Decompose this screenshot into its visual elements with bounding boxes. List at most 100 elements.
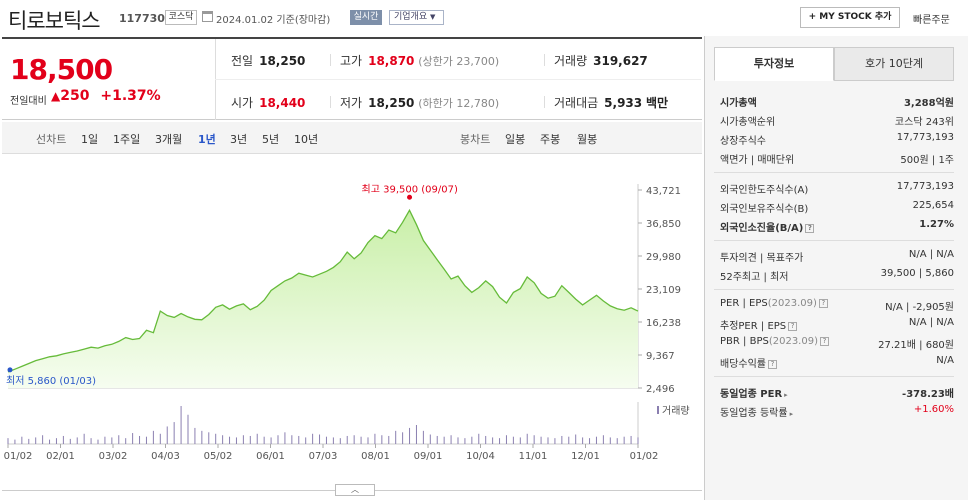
add-mystock-button[interactable]: + MY STOCK 추가 [800, 7, 900, 28]
trade-value: 거래대금 5,933 백만 [554, 96, 669, 110]
x-tick-label: 02/01 [46, 451, 75, 462]
help-icon[interactable]: ? [805, 223, 815, 233]
sector-change-row: 동일업종 등락률 ▸ +1.60% [720, 404, 954, 419]
y-tick-label: 9,367 [646, 351, 675, 362]
divider [714, 240, 954, 241]
foreign-limit-row: 외국인한도주식수(A) 17,773,193 [720, 181, 954, 196]
divider [544, 54, 545, 66]
stock-header: 티로보틱스 117730 코스닥 2024.01.02 기준(장마감) 실시간 … [0, 0, 968, 34]
price-area [8, 210, 638, 388]
day-low: 저가 18,250 (하한가 12,780) [340, 96, 500, 110]
high-label: 최고 39,500 (09/07) [362, 183, 458, 195]
date-text: 2024.01.02 기준(장마감) [216, 15, 331, 26]
low-marker [7, 367, 13, 373]
x-tick-label: 01/02 [630, 451, 659, 462]
help-icon[interactable]: ? [768, 359, 777, 369]
tab-invest-info[interactable]: 투자정보 [714, 47, 834, 81]
realtime-button[interactable]: 실시간 [350, 10, 382, 25]
period-3y[interactable]: 3년 [230, 133, 248, 146]
help-icon[interactable]: ? [818, 298, 828, 308]
period-1d[interactable]: 1일 [81, 133, 99, 146]
change-value: ▲250 +1.37% [51, 88, 161, 104]
info-tabs: 투자정보 호가 10단계 [714, 47, 954, 83]
up-triangle-icon: ▲ [51, 89, 61, 103]
period-10y[interactable]: 10년 [294, 133, 319, 146]
pbr-row: PBR | BPS(2023.09)? 27.21배 | 680원 [720, 336, 954, 351]
per-row: PER | EPS(2023.09)? N/A | -2,905원 [720, 298, 954, 313]
tab-orderbook-10[interactable]: 호가 10단계 [834, 47, 954, 81]
invest-info-table: 시가총액 3,288억원 시가총액순위 코스닥 243위 상장주식수 17,773,1… [714, 91, 954, 420]
y-tick-label: 29,980 [646, 252, 681, 263]
sector-per-row: 동일업종 PER ▸ -378.23배 [720, 389, 954, 400]
help-icon[interactable]: ? [788, 321, 798, 331]
opinion-row: 투자의견 | 목표주가 N/A | N/A [720, 249, 954, 264]
change-amount: 250 [60, 88, 90, 104]
help-icon[interactable]: ? [819, 336, 829, 346]
dividend-row: 배당수익률? N/A [720, 355, 954, 370]
candle-weekly[interactable]: 주봉 [540, 133, 561, 146]
day-high: 고가 18,870 (상한가 23,700) [340, 54, 500, 68]
stock-name: 티로보틱스 [8, 9, 101, 33]
y-tick-label: 16,238 [646, 318, 681, 329]
y-tick-label: 2,496 [646, 384, 675, 395]
change-label: 전일대비 [10, 96, 47, 107]
x-tick-label: 09/01 [414, 451, 443, 462]
y-tick-label: 43,721 [646, 186, 681, 197]
line-chart-label: 선차트 [36, 133, 67, 146]
divider [215, 79, 701, 80]
divider [714, 376, 954, 377]
current-price: 18,500 [10, 53, 113, 86]
chevron-up-icon: ︿ [351, 485, 359, 494]
period-3m[interactable]: 3개월 [155, 133, 183, 146]
est-per-row: 추정PER | EPS? N/A | N/A [720, 317, 954, 332]
candle-chart-label: 봉차트 [460, 133, 491, 146]
x-tick-label: 10/04 [466, 451, 495, 462]
company-info-label: 기업개요 [394, 12, 428, 22]
divider [714, 289, 954, 290]
x-tick-label: 04/03 [151, 451, 180, 462]
quote-summary: 18,500 전일대비 ▲250 +1.37% 전일 18,250 고가 18,87… [2, 37, 702, 120]
invest-info-panel: 투자정보 호가 10단계 시가총액 3,288억원 시가총액순위 코스닥 243위 … [704, 36, 968, 500]
week52-row: 52주최고 | 최저 39,500 | 5,860 [720, 268, 954, 283]
x-tick-label: 06/01 [256, 451, 285, 462]
quick-order-link[interactable]: 빠른주문 [913, 15, 950, 26]
divider [330, 96, 331, 108]
x-tick-label: 05/02 [204, 451, 233, 462]
stock-code: 117730 [119, 12, 165, 25]
x-tick-label: 03/02 [99, 451, 128, 462]
divider [544, 96, 545, 108]
high-marker [407, 194, 413, 200]
y-tick-label: 36,850 [646, 219, 681, 230]
rank-row: 시가총액순위 코스닥 243위 [720, 117, 954, 128]
prev-close: 전일 18,250 [231, 54, 306, 68]
period-5y[interactable]: 5년 [262, 133, 280, 146]
volume-legend: 거래량 [662, 405, 690, 417]
change-rate: +1.37% [100, 88, 161, 104]
x-tick-label: 01/02 [4, 451, 33, 462]
volume-legend-swatch [657, 406, 659, 414]
candle-monthly[interactable]: 월봉 [577, 133, 598, 146]
candle-daily[interactable]: 일봉 [505, 133, 526, 146]
period-1w[interactable]: 1주일 [113, 133, 141, 146]
chevron-right-icon[interactable]: ▸ [784, 391, 788, 399]
market-cap-row: 시가총액 3,288억원 [720, 98, 954, 109]
foreign-ratio-row: 외국인소진율(B/A)? 1.27% [720, 219, 954, 234]
low-label: 최저 5,860 (01/03) [6, 375, 96, 387]
chevron-down-icon: ▼ [430, 13, 436, 21]
x-tick-label: 11/01 [519, 451, 548, 462]
divider [714, 172, 954, 173]
y-tick-label: 23,109 [646, 285, 681, 296]
shares-row: 상장주식수 17,773,193 [720, 132, 954, 147]
price-chart-svg: 43,721 36,850 29,980 23,109 16,238 9,367 2,496… [4, 183, 690, 462]
x-tick-label: 07/03 [309, 451, 338, 462]
chevron-right-icon[interactable]: ▸ [789, 410, 794, 418]
period-1y[interactable]: 1년 [198, 133, 216, 146]
calendar-icon [202, 11, 213, 22]
x-tick-label: 08/01 [361, 451, 390, 462]
volume: 거래량 319,627 [554, 54, 648, 68]
collapse-chart-button[interactable]: ︿ [335, 484, 375, 496]
company-info-dropdown[interactable]: 기업개요 ▼ [389, 10, 444, 25]
open-price: 시가 18,440 [231, 96, 306, 110]
price-chart[interactable]: 43,721 36,850 29,980 23,109 16,238 9,367 2,496… [2, 154, 702, 484]
divider [330, 54, 331, 66]
